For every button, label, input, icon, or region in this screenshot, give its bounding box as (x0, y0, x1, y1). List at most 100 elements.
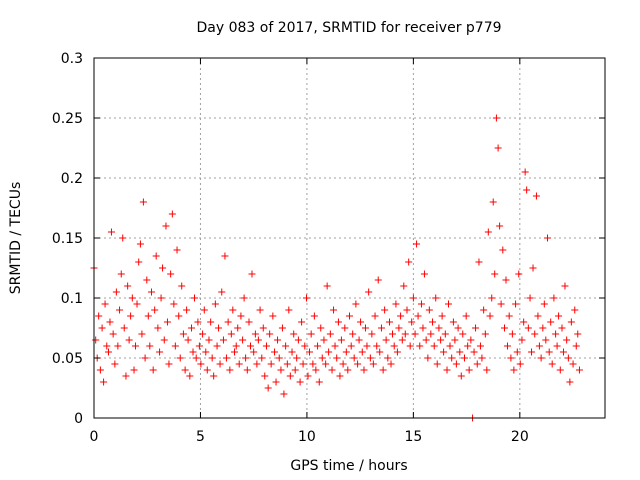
data-point (520, 318, 528, 326)
data-point (205, 336, 213, 344)
data-point (286, 372, 294, 380)
data-point (357, 318, 365, 326)
data-point (529, 264, 537, 272)
data-point (330, 306, 338, 314)
data-point (333, 354, 341, 362)
data-point (226, 366, 234, 374)
data-point (138, 330, 146, 338)
data-point (547, 318, 555, 326)
data-point (141, 354, 149, 362)
data-point (208, 354, 216, 362)
data-point (323, 282, 331, 290)
data-point (445, 300, 453, 308)
data-point (528, 348, 536, 356)
data-point (282, 342, 290, 350)
data-point (92, 336, 100, 344)
data-point (149, 366, 157, 374)
data-point (574, 330, 582, 338)
data-point (211, 300, 219, 308)
data-point (254, 336, 262, 344)
data-point (502, 276, 510, 284)
x-tick-label: 15 (404, 429, 422, 445)
data-point (438, 312, 446, 320)
data-point (119, 234, 127, 242)
data-point (336, 372, 344, 380)
data-point (369, 360, 377, 368)
x-tick-labels: 0 5 10 15 20 (90, 429, 529, 445)
data-point (459, 330, 467, 338)
data-point (366, 354, 374, 362)
chart-title: Day 083 of 2017, SRMTID for receiver p77… (196, 20, 501, 36)
data-point (305, 348, 313, 356)
data-point (465, 366, 473, 374)
data-point (539, 324, 547, 332)
data-point (542, 336, 550, 344)
data-point (285, 306, 293, 314)
data-point (437, 336, 445, 344)
data-point (515, 270, 523, 278)
data-points (90, 114, 583, 422)
data-point (200, 306, 208, 314)
data-point (398, 336, 406, 344)
data-point (199, 330, 207, 338)
data-point (448, 354, 456, 362)
x-tick-label: 20 (511, 429, 529, 445)
data-point (535, 342, 543, 350)
data-point (358, 348, 366, 356)
y-tick-label: 0.3 (61, 51, 83, 67)
data-point (186, 372, 194, 380)
data-point (271, 348, 279, 356)
data-point (114, 342, 122, 350)
data-point (190, 294, 198, 302)
data-point (449, 318, 457, 326)
data-point (325, 348, 333, 356)
data-point (489, 198, 497, 206)
data-point (451, 336, 459, 344)
data-point (101, 300, 109, 308)
data-point (160, 336, 168, 344)
data-point (516, 360, 524, 368)
data-point (168, 210, 176, 218)
data-point (128, 294, 136, 302)
data-point (559, 348, 567, 356)
data-point (486, 312, 494, 320)
data-point (195, 342, 203, 350)
data-point (253, 360, 261, 368)
data-point (401, 330, 409, 338)
data-point (175, 312, 183, 320)
data-point (302, 294, 310, 302)
data-point (146, 342, 154, 350)
data-point (341, 324, 349, 332)
data-point (501, 324, 509, 332)
data-point (475, 258, 483, 266)
data-point (497, 300, 505, 308)
data-point (317, 324, 325, 332)
data-point (540, 300, 548, 308)
data-point (224, 318, 232, 326)
data-point (234, 324, 242, 332)
data-point (331, 342, 339, 350)
data-point (197, 360, 205, 368)
data-point (377, 324, 385, 332)
data-point (278, 324, 286, 332)
x-tick-label: 0 (90, 429, 99, 445)
data-point (120, 324, 128, 332)
data-point (218, 288, 226, 296)
data-point (361, 324, 369, 332)
data-point (552, 330, 560, 338)
data-point (315, 378, 323, 386)
data-point (531, 330, 539, 338)
data-point (337, 336, 345, 344)
data-point (507, 354, 515, 362)
data-point (452, 360, 460, 368)
data-point (346, 312, 353, 320)
data-point (393, 348, 401, 356)
data-point (222, 354, 230, 362)
data-point (296, 378, 304, 386)
data-point (170, 300, 178, 308)
data-point (240, 294, 248, 302)
data-point (443, 366, 451, 374)
data-point (572, 342, 580, 350)
data-point (414, 312, 422, 320)
